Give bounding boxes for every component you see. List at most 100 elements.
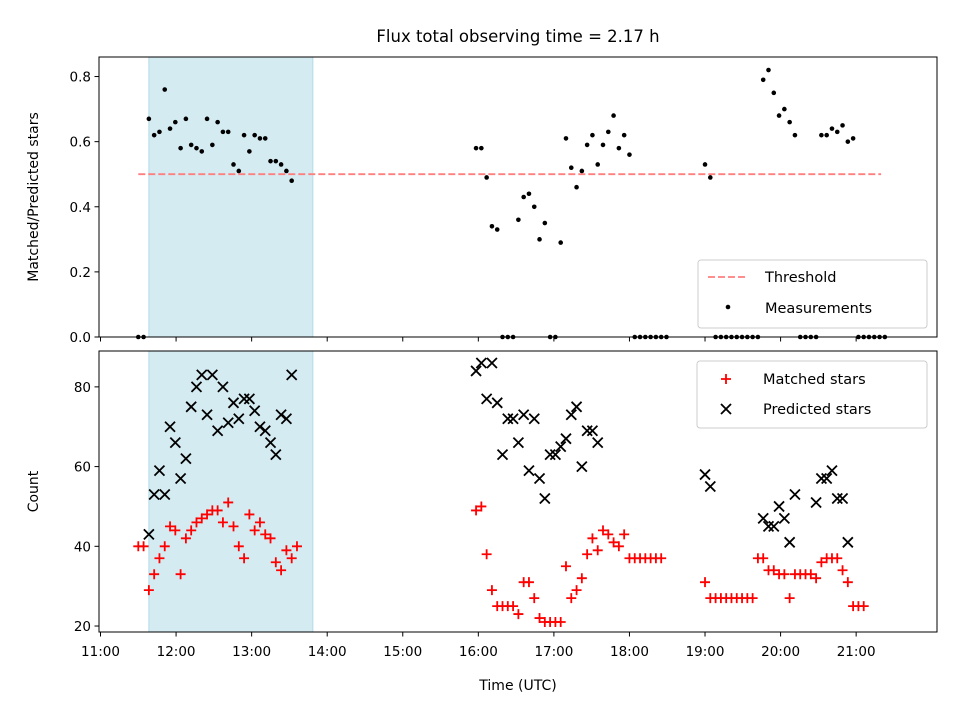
measurement-point (771, 90, 777, 96)
predicted-marker (826, 464, 838, 477)
legend-box (697, 259, 928, 329)
measurement-point (584, 142, 590, 148)
predicted-marker (153, 464, 166, 477)
predicted-marker (201, 409, 213, 421)
matched-marker (656, 553, 667, 564)
matched-marker (832, 553, 843, 564)
matched-marker (170, 525, 181, 536)
measurement-point (568, 165, 574, 170)
predicted-marker (784, 536, 796, 548)
measurement-point (702, 162, 708, 167)
measurement-point (526, 191, 532, 197)
legend-threshold-label: Threshold (764, 270, 836, 286)
measurement-point (231, 162, 236, 167)
measurement-point (782, 106, 787, 112)
predicted-marker (565, 409, 577, 421)
matched-marker (159, 541, 170, 552)
measurement-point (824, 132, 829, 138)
predicted-marker (481, 393, 493, 405)
measurement-point (590, 132, 595, 138)
x-tick-label: 17:00 (534, 644, 573, 660)
matched-marker (212, 505, 223, 516)
predicted-marker (773, 500, 785, 513)
predicted-marker (249, 405, 261, 417)
matched-marker (244, 509, 255, 520)
measurement-point (157, 129, 162, 135)
predicted-marker (211, 425, 224, 437)
x-tick-label: 19:00 (686, 644, 725, 660)
predicted-marker (174, 472, 187, 485)
matched-marker (254, 517, 265, 528)
measurement-point (262, 136, 268, 141)
matched-marker (249, 525, 260, 536)
predicted-marker (539, 492, 551, 505)
predicted-marker (810, 496, 822, 509)
matched-marker (513, 609, 524, 620)
predicted-marker (836, 492, 849, 505)
y-tick-label: 0.4 (70, 200, 91, 216)
measurement-point (241, 132, 247, 138)
matched-marker (138, 541, 149, 552)
y-tick-label: 40 (74, 539, 91, 555)
predicted-marker (238, 393, 250, 405)
predicted-marker (831, 492, 843, 505)
measurement-point (521, 194, 526, 200)
predicted-marker (507, 413, 519, 425)
predicted-marker (159, 488, 171, 501)
matched-marker (858, 601, 869, 612)
legend-predicted-label: Predicted stars (763, 402, 871, 418)
matched-marker (233, 541, 244, 552)
legend-measurement-swatch (725, 304, 731, 310)
y-axis-label: Count (26, 470, 42, 512)
measurement-point (605, 129, 611, 135)
matched-marker (560, 561, 571, 572)
predicted-marker (275, 409, 287, 421)
measurement-point (621, 132, 627, 138)
measurement-point (236, 168, 242, 174)
matched-marker (592, 545, 603, 556)
matched-marker (276, 565, 287, 576)
predicted-marker (286, 369, 298, 381)
measurement-point (627, 152, 632, 157)
x-tick-label: 21:00 (837, 644, 876, 660)
measurement-point (834, 129, 840, 135)
legend-box (696, 360, 928, 429)
predicted-marker (757, 512, 769, 525)
measurement-point (850, 136, 856, 141)
predicted-marker (164, 421, 176, 433)
matched-marker (228, 521, 239, 532)
matched-marker (784, 593, 795, 604)
y-tick-label: 60 (74, 460, 91, 476)
measurement-point (595, 162, 601, 167)
matched-marker (286, 553, 297, 564)
x-tick-label: 15:00 (383, 644, 422, 660)
measurement-point (558, 240, 563, 245)
axes-frame (98, 56, 938, 338)
predicted-marker (518, 409, 530, 421)
y-tick-label: 20 (74, 619, 91, 635)
measurement-point (563, 136, 569, 141)
measurement-point (787, 119, 792, 125)
measurement-point (220, 129, 226, 135)
legend-predicted-swatch (720, 403, 732, 415)
predicted-marker (196, 369, 208, 381)
matched-marker (239, 553, 250, 564)
measurement-point (574, 184, 579, 190)
matched-marker (603, 529, 614, 540)
measurement-point (542, 220, 548, 226)
measurement-point (273, 158, 279, 164)
measurement-point (579, 168, 585, 174)
matched-marker (779, 569, 790, 580)
x-tick-label: 12:00 (157, 644, 196, 660)
predicted-marker (789, 488, 801, 501)
predicted-marker (486, 357, 498, 369)
predicted-marker (180, 452, 192, 465)
predicted-marker (475, 357, 487, 369)
matched-marker (191, 517, 202, 528)
matched-marker (608, 537, 619, 548)
measurement-point (183, 116, 189, 122)
top-panel: 0.0 0.2 0.4 0.6 0.8 Matched/Predicted stars Th… (26, 56, 938, 346)
predicted-marker (496, 448, 509, 461)
measurement-point (194, 145, 199, 151)
matched-marker (837, 565, 848, 576)
